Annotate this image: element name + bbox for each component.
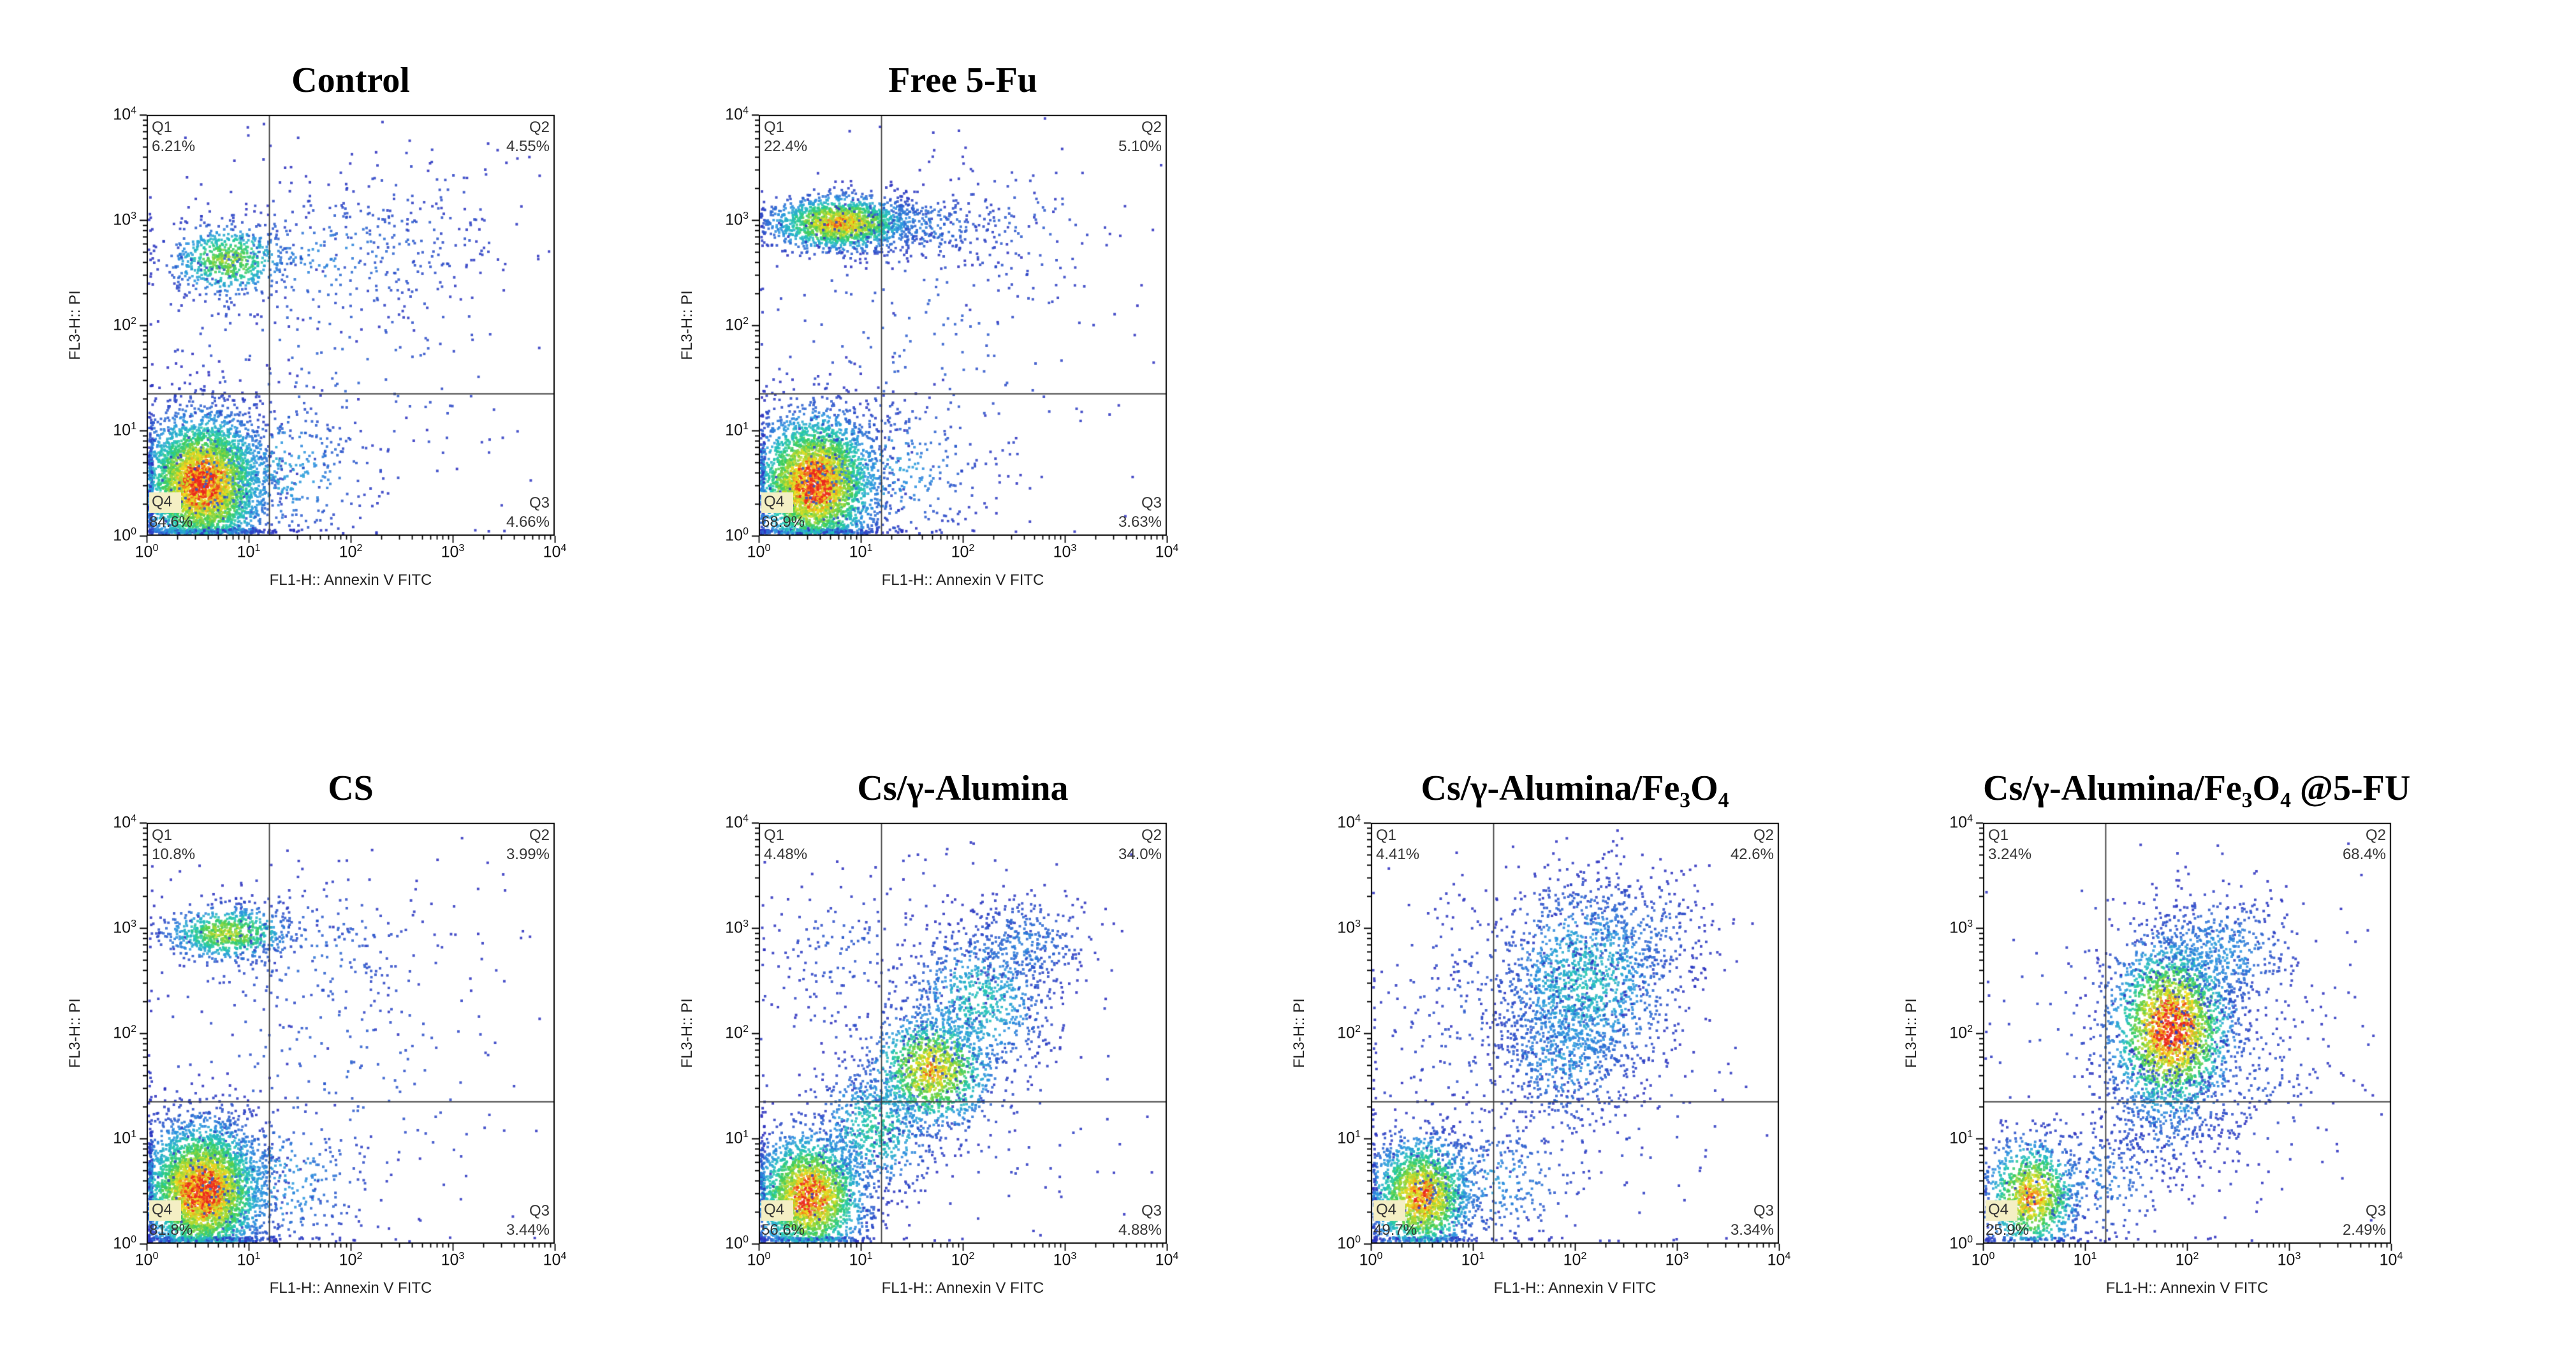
scatter-canvas <box>130 821 556 1253</box>
tick-label: 104 <box>725 813 749 831</box>
plot-area: Q1 6.21% Q2 4.55% Q3 4.66% Q4 84.6% FL3-… <box>51 105 612 619</box>
flow-panel-5: Cs/γ-Alumina/Fe₃O₄ Q1 4.41% Q2 42.6% Q3 … <box>1275 769 1836 1330</box>
tick-label: 102 <box>2175 1250 2199 1269</box>
tick-label: 103 <box>1949 918 1973 936</box>
plot-area: Q1 4.48% Q2 34.0% Q3 4.88% Q4 56.6% FL3-… <box>663 813 1224 1327</box>
tick-label: 104 <box>543 542 567 561</box>
tick-label: 101 <box>1337 1128 1361 1147</box>
tick-label: 104 <box>1337 813 1361 831</box>
tick-label: 100 <box>1971 1250 1995 1269</box>
tick-label: 103 <box>441 542 465 561</box>
tick-label: 104 <box>2379 1250 2403 1269</box>
tick-label: 100 <box>1359 1250 1383 1269</box>
tick-label: 103 <box>1665 1250 1689 1269</box>
tick-label: 100 <box>747 542 771 561</box>
scatter-canvas <box>742 821 1168 1253</box>
tick-label: 101 <box>237 542 261 561</box>
tick-label: 100 <box>1337 1234 1361 1252</box>
scatter-canvas <box>1354 821 1780 1253</box>
tick-label: 103 <box>1337 918 1361 936</box>
tick-label: 103 <box>1053 1250 1077 1269</box>
tick-label: 102 <box>339 542 363 561</box>
tick-label: 101 <box>1461 1250 1485 1269</box>
y-axis-label: FL3-H:: PI <box>66 998 84 1068</box>
tick-label: 103 <box>113 918 136 936</box>
tick-label: 103 <box>1053 542 1077 561</box>
tick-label: 103 <box>725 210 749 228</box>
tick-label: 104 <box>113 105 136 123</box>
tick-label: 104 <box>1767 1250 1791 1269</box>
tick-label: 102 <box>1563 1250 1587 1269</box>
y-axis-label: FL3-H:: PI <box>1903 998 1920 1068</box>
tick-label: 104 <box>1949 813 1973 831</box>
tick-label: 100 <box>113 1234 136 1252</box>
tick-label: 100 <box>725 526 749 544</box>
panel-title: Cs/γ-Alumina/Fe₃O₄ <box>1421 769 1729 808</box>
tick-label: 102 <box>113 1023 136 1042</box>
tick-label: 101 <box>849 542 873 561</box>
tick-label: 100 <box>725 1234 749 1252</box>
y-axis-label: FL3-H:: PI <box>678 998 696 1068</box>
panel-title: Cs/γ-Alumina <box>857 769 1069 808</box>
y-axis-label: FL3-H:: PI <box>66 290 84 360</box>
scatter-canvas <box>1966 821 2392 1253</box>
tick-label: 102 <box>1337 1023 1361 1042</box>
tick-label: 101 <box>1949 1128 1973 1147</box>
x-axis-label: FL1-H:: Annexin V FITC <box>269 571 432 589</box>
flow-panel-4: Cs/γ-Alumina Q1 4.48% Q2 34.0% Q3 4.88% … <box>663 769 1224 1330</box>
panel-title: Free 5-Fu <box>888 61 1037 100</box>
tick-label: 100 <box>135 1250 159 1269</box>
x-axis-label: FL1-H:: Annexin V FITC <box>269 1279 432 1297</box>
tick-label: 102 <box>725 1023 749 1042</box>
tick-label: 103 <box>2277 1250 2301 1269</box>
tick-label: 103 <box>441 1250 465 1269</box>
tick-label: 104 <box>725 105 749 123</box>
tick-label: 104 <box>1155 542 1179 561</box>
tick-label: 101 <box>237 1250 261 1269</box>
tick-label: 102 <box>951 542 975 561</box>
tick-label: 100 <box>113 526 136 544</box>
y-axis-label: FL3-H:: PI <box>678 290 696 360</box>
tick-label: 103 <box>725 918 749 936</box>
panel-title: CS <box>328 769 374 808</box>
tick-label: 104 <box>1155 1250 1179 1269</box>
plot-area: Q1 10.8% Q2 3.99% Q3 3.44% Q4 81.8% FL3-… <box>51 813 612 1327</box>
x-axis-label: FL1-H:: Annexin V FITC <box>881 571 1044 589</box>
tick-label: 102 <box>951 1250 975 1269</box>
x-axis-label: FL1-H:: Annexin V FITC <box>1493 1279 1657 1297</box>
tick-label: 102 <box>1949 1023 1973 1042</box>
tick-label: 102 <box>113 315 136 334</box>
flow-panel-2: Free 5-Fu Q1 22.4% Q2 5.10% Q3 3.63% Q4 <box>663 61 1224 622</box>
tick-label: 100 <box>1949 1234 1973 1252</box>
tick-label: 100 <box>135 542 159 561</box>
tick-label: 102 <box>725 315 749 334</box>
tick-label: 101 <box>725 1128 749 1147</box>
tick-label: 104 <box>113 813 136 831</box>
plot-area: Q1 3.24% Q2 68.4% Q3 2.49% Q4 25.9% FL3-… <box>1887 813 2448 1327</box>
scatter-canvas <box>742 114 1168 545</box>
tick-label: 104 <box>543 1250 567 1269</box>
tick-label: 101 <box>113 420 136 439</box>
panel-title: Cs/γ-Alumina/Fe₃O₄ @5-FU <box>1983 769 2411 808</box>
panel-title: Control <box>291 61 410 100</box>
tick-label: 103 <box>113 210 136 228</box>
flow-panel-6: Cs/γ-Alumina/Fe₃O₄ @5-FU Q1 3.24% Q2 68.… <box>1887 769 2448 1330</box>
tick-label: 100 <box>747 1250 771 1269</box>
plot-area: Q1 4.41% Q2 42.6% Q3 3.34% Q4 49.7% FL3-… <box>1275 813 1836 1327</box>
flow-panel-3: CS Q1 10.8% Q2 3.99% Q3 3.44% Q4 81.8% <box>51 769 612 1330</box>
tick-label: 101 <box>2073 1250 2097 1269</box>
tick-label: 101 <box>849 1250 873 1269</box>
tick-label: 101 <box>725 420 749 439</box>
tick-label: 101 <box>113 1128 136 1147</box>
scatter-canvas <box>130 114 556 545</box>
flow-panel-1: Control Q1 6.21% Q2 4.55% Q3 4.66% Q4 <box>51 61 612 622</box>
plot-area: Q1 22.4% Q2 5.10% Q3 3.63% Q4 68.9% FL3-… <box>663 105 1224 619</box>
x-axis-label: FL1-H:: Annexin V FITC <box>2105 1279 2269 1297</box>
y-axis-label: FL3-H:: PI <box>1291 998 1308 1068</box>
tick-label: 102 <box>339 1250 363 1269</box>
x-axis-label: FL1-H:: Annexin V FITC <box>881 1279 1044 1297</box>
